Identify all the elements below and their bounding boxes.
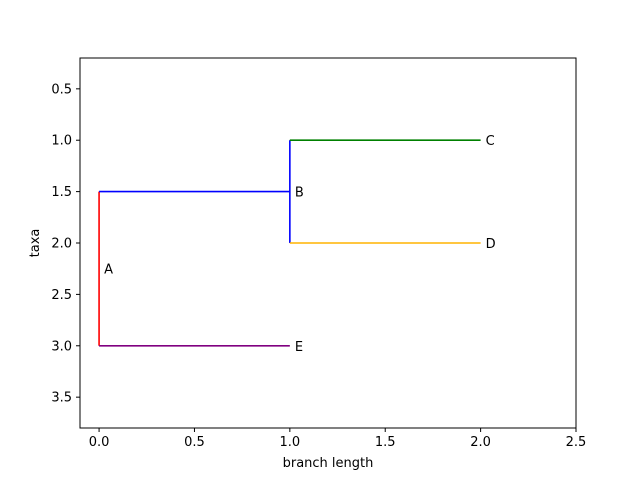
x-tick-label: 0.5 xyxy=(184,435,205,450)
x-axis-label: branch length xyxy=(283,456,374,471)
y-axis-ticks: 0.5 1.0 1.5 2.0 2.5 3.0 3.5 xyxy=(51,82,80,406)
node-label-e: E xyxy=(295,340,303,355)
node-label-a: A xyxy=(104,263,113,278)
node-label-b: B xyxy=(295,186,304,201)
x-tick-label: 2.0 xyxy=(470,435,491,450)
node-label-c: C xyxy=(486,134,495,149)
node-label-d: D xyxy=(486,237,496,252)
node-labels: A B C D E xyxy=(104,134,496,355)
y-tick-label: 3.0 xyxy=(51,339,72,354)
tree-branches xyxy=(98,139,481,347)
y-tick-label: 1.0 xyxy=(51,134,72,149)
y-tick-label: 0.5 xyxy=(51,82,72,97)
plot-area xyxy=(79,57,577,429)
y-tick-label: 2.0 xyxy=(51,237,72,252)
x-axis-ticks: 0.0 0.5 1.0 1.5 2.0 2.5 xyxy=(89,428,587,450)
y-tick-label: 2.5 xyxy=(51,288,72,303)
y-tick-label: 1.5 xyxy=(51,185,72,200)
y-tick-label: 3.5 xyxy=(51,391,72,406)
x-tick-label: 1.5 xyxy=(375,435,396,450)
x-tick-label: 1.0 xyxy=(280,435,301,450)
x-tick-label: 0.0 xyxy=(89,435,110,450)
y-axis-label: taxa xyxy=(28,229,43,258)
x-tick-label: 2.5 xyxy=(566,435,587,450)
